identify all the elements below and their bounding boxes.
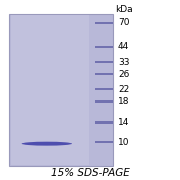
Bar — [9, 14, 113, 166]
Bar — [95, 61, 113, 63]
Text: 15% SDS-PAGE: 15% SDS-PAGE — [51, 168, 129, 178]
Bar — [95, 73, 113, 75]
Bar — [95, 22, 113, 24]
Bar — [11, 15, 89, 165]
Text: kDa: kDa — [115, 5, 132, 14]
Text: 18: 18 — [118, 97, 129, 106]
Ellipse shape — [22, 142, 72, 146]
Text: 22: 22 — [118, 85, 129, 94]
Text: 70: 70 — [118, 18, 129, 27]
Bar — [95, 88, 113, 90]
Text: 33: 33 — [118, 58, 129, 67]
Text: 10: 10 — [118, 138, 129, 147]
Text: 26: 26 — [118, 70, 129, 79]
Bar — [95, 100, 113, 103]
Bar — [95, 141, 113, 143]
Text: 14: 14 — [118, 118, 129, 127]
Bar — [95, 121, 113, 124]
Bar — [95, 46, 113, 48]
Text: 44: 44 — [118, 42, 129, 51]
